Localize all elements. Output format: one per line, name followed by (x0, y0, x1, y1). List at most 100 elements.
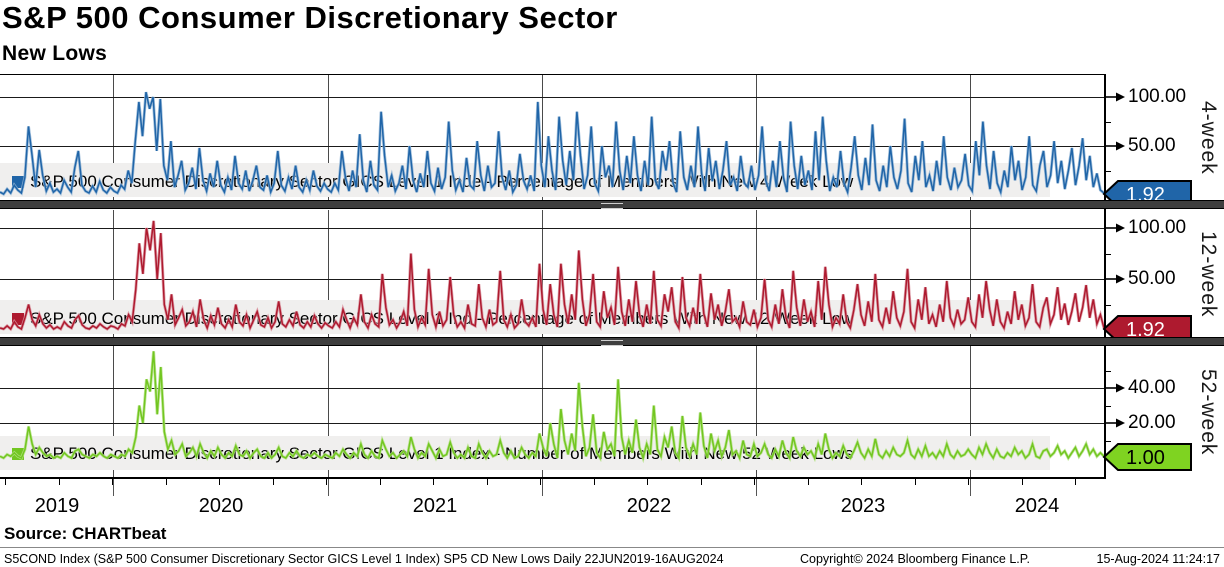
x-axis-minor-tick (968, 479, 969, 485)
year-gridline (756, 210, 757, 337)
year-gridline (113, 345, 114, 478)
year-label-2022: 2022 (626, 495, 672, 517)
y-axis-minor-tick (1104, 304, 1111, 306)
year-separator (113, 479, 114, 496)
year-gridline (970, 210, 971, 337)
y-axis-minor-tick (1104, 121, 1111, 123)
page-subtitle: New Lows (2, 42, 108, 65)
plot-region (0, 75, 1104, 200)
panel-4-week: S&P 500 Consumer Discretionary Sector GI… (0, 75, 1224, 200)
svg-text:1.92: 1.92 (1126, 319, 1165, 341)
year-label-2024: 2024 (1014, 495, 1060, 517)
panel-divider (0, 337, 1224, 346)
chart-top-border (0, 74, 1106, 75)
x-axis-minor-tick (219, 479, 220, 485)
year-gridline (328, 75, 329, 200)
panel-divider (0, 200, 1224, 209)
x-axis-minor-tick (166, 479, 167, 485)
year-label-2019: 2019 (34, 495, 80, 517)
last-value-badge-52-week: 1.00 (1102, 443, 1192, 471)
y-axis-tick-label: 100.00 (1128, 86, 1187, 107)
year-gridline (970, 345, 971, 478)
series-52-week (0, 351, 1104, 464)
y-axis-tick-label: 50.00 (1128, 135, 1176, 156)
y-axis-minor-tick (1104, 170, 1111, 172)
x-axis-minor-tick (540, 479, 541, 485)
year-gridline (542, 210, 543, 337)
x-axis-minor-tick (754, 479, 755, 485)
h-gridline (0, 146, 1104, 147)
x-axis-minor-tick (701, 479, 702, 485)
x-axis-minor-tick (59, 479, 60, 485)
source-label: Source: CHARTbeat (4, 524, 167, 543)
security-description: S5COND Index (S&P 500 Consumer Discretio… (4, 552, 724, 566)
year-gridline (970, 75, 971, 200)
year-separator (328, 479, 329, 496)
y-axis-minor-tick (1104, 370, 1111, 372)
plot-region (0, 345, 1104, 478)
x-axis-minor-tick (594, 479, 595, 485)
status-bar: S5COND Index (S&P 500 Consumer Discretio… (0, 547, 1224, 567)
axis-tick-arrow-icon (1104, 274, 1125, 284)
panel-52-week: S&P 500 Consumer Discretionary Sector GI… (0, 345, 1224, 478)
panel-axis-title-12-week: 12-week (1197, 230, 1220, 317)
year-label-2020: 2020 (198, 495, 244, 517)
chart-area: S&P 500 Consumer Discretionary Sector GI… (0, 75, 1224, 478)
year-gridline (756, 345, 757, 478)
axis-tick-arrow-icon (1104, 92, 1125, 102)
x-axis-minor-tick (433, 479, 434, 485)
page-title: S&P 500 Consumer Discretionary Sector (2, 0, 618, 35)
year-separator (756, 479, 757, 496)
axis-tick-arrow-icon (1104, 223, 1125, 233)
timestamp: 15-Aug-2024 11:24:17 (1096, 552, 1220, 566)
axis-tick-arrow-icon (1104, 141, 1125, 151)
x-axis-minor-tick (1022, 479, 1023, 485)
year-separator (970, 479, 971, 496)
year-gridline (542, 345, 543, 478)
copyright-text: Copyright© 2024 Bloomberg Finance L.P. (800, 552, 1030, 566)
x-axis-minor-tick (808, 479, 809, 485)
year-gridline (328, 210, 329, 337)
axis-tick-arrow-icon (1104, 418, 1125, 428)
panel-axis-title-4-week: 4-week (1197, 100, 1220, 175)
divider-grip-icon[interactable] (601, 203, 623, 209)
h-gridline (0, 279, 1104, 280)
x-axis-minor-tick (326, 479, 327, 485)
right-axis-line (1104, 75, 1106, 478)
series-12-week (0, 220, 1104, 334)
h-gridline (0, 228, 1104, 229)
x-axis-minor-tick (380, 479, 381, 485)
x-axis-minor-tick (5, 479, 6, 485)
y-axis-tick-label: 100.00 (1128, 217, 1187, 238)
y-axis-tick-label: 40.00 (1128, 377, 1176, 398)
y-axis-minor-tick (1104, 440, 1111, 442)
year-gridline (542, 75, 543, 200)
x-axis-minor-tick (273, 479, 274, 485)
h-gridline (0, 423, 1104, 424)
panel-12-week: S&P 500 Consumer Discretionary Sector GI… (0, 210, 1224, 337)
svg-text:1.00: 1.00 (1126, 447, 1165, 469)
year-gridline (113, 75, 114, 200)
x-axis-minor-tick (112, 479, 113, 485)
year-label-2021: 2021 (412, 495, 458, 517)
x-axis-minor-tick (487, 479, 488, 485)
year-gridline (113, 210, 114, 337)
x-axis-line (0, 477, 1106, 479)
panel-axis-title-52-week: 52-week (1197, 368, 1220, 455)
year-separator (542, 479, 543, 496)
x-axis: 2019 2020 2021 2022 2023 2024 (0, 477, 1224, 525)
x-axis-minor-tick (861, 479, 862, 485)
series-4-week (0, 91, 1104, 198)
plot-region (0, 210, 1104, 337)
y-axis-tick-label: 50.00 (1128, 268, 1176, 289)
divider-grip-icon[interactable] (601, 340, 623, 346)
year-gridline (756, 75, 757, 200)
y-axis-tick-label: 20.00 (1128, 412, 1176, 433)
h-gridline (0, 388, 1104, 389)
x-axis-minor-tick (915, 479, 916, 485)
year-label-2023: 2023 (840, 495, 886, 517)
last-value-badge-12-week: 1.92 (1102, 315, 1192, 343)
x-axis-minor-tick (647, 479, 648, 485)
y-axis-minor-tick (1104, 405, 1111, 407)
year-gridline (328, 345, 329, 478)
